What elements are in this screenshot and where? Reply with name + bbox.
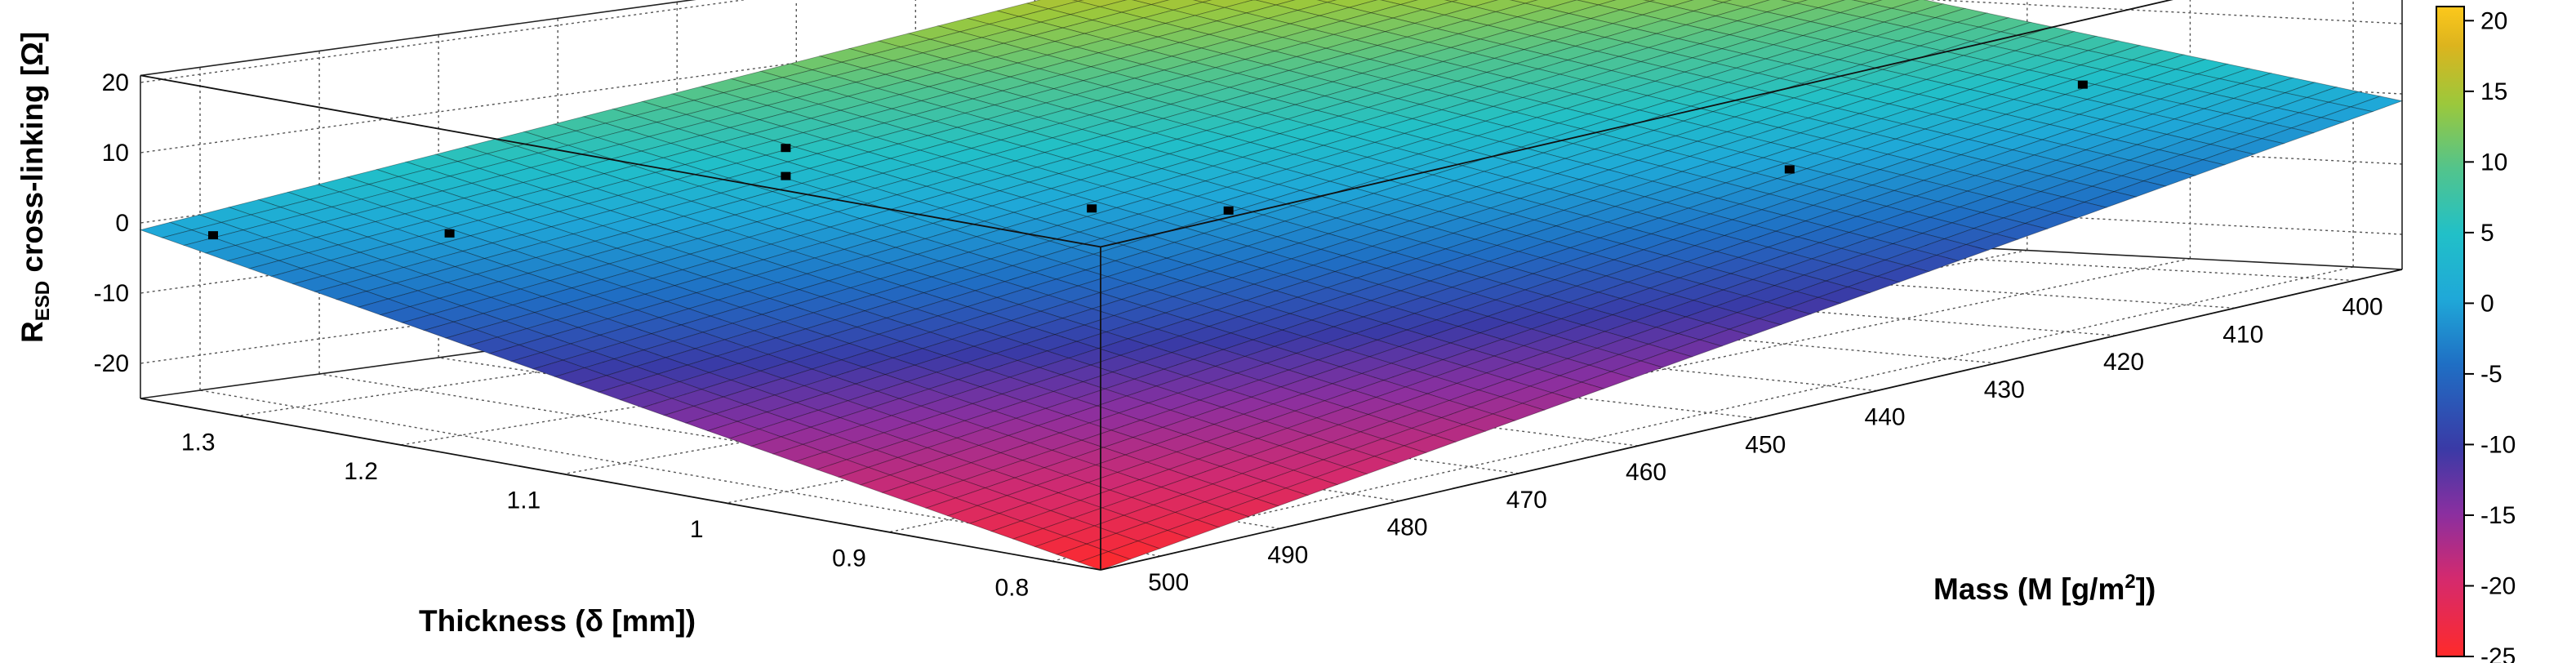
y-tick-label: 410 [2222, 321, 2263, 348]
box-edge-front [140, 398, 1101, 571]
box-edge-front [1100, 0, 2173, 248]
y-tick-label: 420 [2103, 349, 2144, 376]
colorbar-ticks: 20 15 10 5 0 -5 -10 -15 -20 -25 [2464, 7, 2516, 663]
colorbar-tick-label: 20 [2480, 7, 2507, 34]
y-axis-label-base: Mass (M [g/m [1933, 572, 2124, 606]
floor-grid-line [915, 291, 1877, 392]
surface-mesh [139, 0, 2404, 571]
surface-cell [946, 505, 1001, 524]
surface-cell [269, 268, 324, 285]
surface-cell [379, 306, 434, 323]
colorbar-tick-label: -20 [2480, 572, 2516, 599]
surface-cell [597, 382, 652, 401]
y-axis-label: Mass (M [g/m2]) [1933, 571, 2156, 606]
z-axis-label-sub: ESD [32, 281, 54, 321]
x-tick-label: 1.3 [181, 429, 216, 456]
box-edge [140, 0, 696, 77]
data-point [781, 171, 791, 180]
surface-cell [1192, 0, 1212, 3]
x-tick-label: 1 [690, 516, 704, 543]
y-tick-label: 500 [1148, 569, 1189, 596]
data-points [208, 80, 2088, 240]
z-axis-label-rest: cross-linking [Ω] [16, 32, 49, 281]
surface-cell [204, 245, 259, 261]
axes-box-front [140, 0, 2403, 571]
z-tick-label: -20 [94, 350, 129, 377]
y-axis-label-sup: 2 [2124, 571, 2135, 593]
y-tick-label: 430 [1984, 376, 2025, 403]
surface-cell [423, 321, 477, 339]
colorbar-tick-label: -5 [2480, 361, 2503, 388]
y-tick-label: 400 [2342, 294, 2382, 321]
surface-cell [1071, 0, 1085, 2]
z-axis-label-base: R [16, 321, 49, 343]
data-point [1087, 204, 1097, 213]
colorbar-tick-label: 10 [2480, 149, 2507, 176]
surface-cell [1131, 0, 1170, 6]
surface-cell [1444, 0, 1459, 2]
colorbar-tick-label: 5 [2480, 220, 2494, 247]
data-point [1784, 165, 1795, 174]
surface-cell [1711, 0, 1733, 3]
y-tick-label: 490 [1267, 541, 1308, 568]
box-edge-front [1100, 269, 2403, 571]
z-tick-label: 20 [102, 69, 129, 96]
colorbar-gradient [2436, 6, 2465, 657]
surface-cell [1316, 0, 1337, 3]
x-tick-label: 0.8 [994, 574, 1029, 601]
x-axis-label: Thickness (δ [mm]) [419, 604, 696, 638]
y-tick-label: 440 [1865, 404, 1906, 431]
box-edge-front [140, 74, 1101, 248]
colorbar: 20 15 10 5 0 -5 -10 -15 -20 -25 [2436, 6, 2516, 663]
z-tick-label: -10 [94, 280, 129, 307]
z-tick-label: 10 [102, 140, 129, 167]
surface-cell [401, 314, 456, 332]
surface-cell [1077, 551, 1132, 571]
surface-cell [772, 443, 826, 462]
wall-grid-line [1925, 0, 2403, 24]
colorbar-tick-label: -15 [2480, 502, 2516, 529]
z-tick-label: 0 [115, 210, 129, 237]
y-tick-label: 450 [1745, 431, 1786, 458]
surface-cell [226, 252, 281, 269]
surface-cell [619, 390, 674, 408]
surface-cell [1034, 536, 1088, 555]
surface-cell [1509, 0, 1539, 4]
data-point [1223, 206, 1234, 215]
colorbar-tick-label: 15 [2480, 78, 2507, 105]
colorbar-tick-label: -25 [2480, 643, 2516, 663]
y-tick-label: 460 [1626, 459, 1666, 486]
x-tick-label: 1.2 [344, 458, 378, 485]
y-tick-label: 470 [1506, 487, 1547, 514]
x-tick-label: 0.9 [832, 545, 866, 572]
colorbar-tick-label: 0 [2480, 290, 2494, 317]
surface-cell [314, 283, 368, 300]
floor-grid-line [1034, 275, 1996, 364]
surface-cell [509, 352, 564, 370]
surface-cell [532, 359, 586, 377]
surface-cell [750, 436, 804, 455]
surface-cell [1642, 0, 1656, 2]
data-point [208, 231, 219, 240]
colorbar-tick-label: -10 [2480, 431, 2516, 458]
y-axis-label-rest: ]) [2136, 572, 2156, 606]
wall-grid-line [140, 0, 747, 83]
surface-cell [488, 344, 543, 362]
tick-labels: 0.8 0.9 1 1.1 1.2 1.3 400 410 420 430 440 450 460 470… [94, 69, 2383, 601]
surface-cell [990, 520, 1044, 540]
data-point [781, 144, 791, 153]
data-point [2077, 80, 2088, 89]
y-tick-label: 480 [1387, 514, 1428, 541]
x-tick-label: 1.1 [507, 487, 541, 514]
surface-cell [924, 497, 979, 517]
data-point [444, 229, 455, 238]
z-axis-label: RESD cross-linking [Ω] [16, 32, 54, 343]
